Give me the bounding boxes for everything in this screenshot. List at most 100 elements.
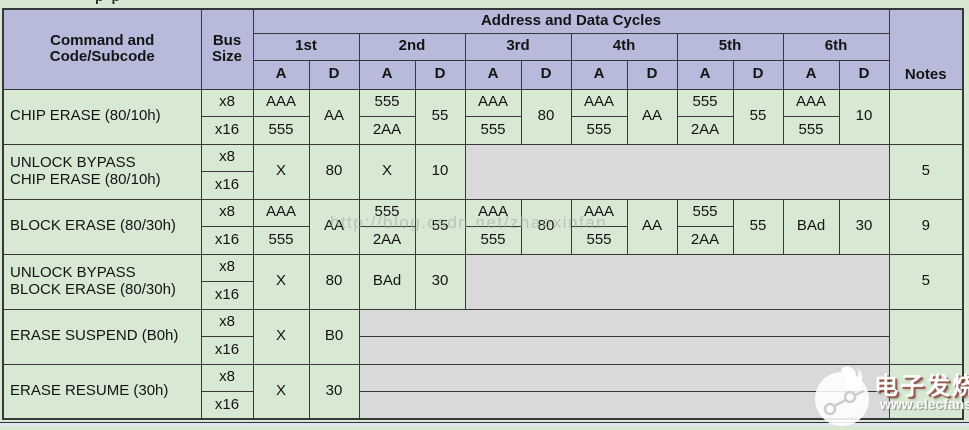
addr-cell: AAA: [252, 88, 310, 117]
command-unlock-bypass-chip-erase: UNLOCK BYPASS CHIP ERASE (80/10h): [2, 143, 202, 200]
addr-cell: X: [252, 143, 310, 200]
addr-cell: 555: [676, 198, 734, 227]
command-chip-erase: CHIP ERASE (80/10h): [2, 88, 202, 145]
unused-cells: [358, 335, 890, 365]
addr-cell: AAA: [464, 88, 522, 117]
addr-cell: 555: [570, 225, 628, 255]
notes-cell: [888, 363, 964, 420]
header-a: A: [570, 59, 628, 90]
bus-x8: x8: [200, 143, 254, 172]
addr-cell: X: [252, 363, 310, 420]
addr-cell: AAA: [782, 88, 840, 117]
bus-x16: x16: [200, 115, 254, 145]
data-cell: 55: [732, 198, 784, 255]
addr-cell: 555: [464, 225, 522, 255]
addr-cell: 555: [358, 88, 416, 117]
addr-cell: 555: [570, 115, 628, 145]
command-erase-suspend: ERASE SUSPEND (B0h): [2, 308, 202, 365]
header-a: A: [358, 59, 416, 90]
addr-cell: 555: [464, 115, 522, 145]
header-d: D: [626, 59, 678, 90]
data-cell: 30: [414, 253, 466, 310]
header-command-line2: Code/Subcode: [49, 48, 155, 66]
header-cycle-4th: 4th: [570, 32, 678, 61]
bus-x8: x8: [200, 88, 254, 117]
command-line1: UNLOCK BYPASS: [10, 154, 136, 171]
data-cell: 80: [520, 88, 572, 145]
data-cell: AA: [308, 88, 360, 145]
header-a: A: [676, 59, 734, 90]
header-a: A: [252, 59, 310, 90]
addr-cell: AAA: [570, 198, 628, 227]
unused-cells: [358, 390, 890, 420]
addr-cell: AAA: [252, 198, 310, 227]
notes-cell: 9: [888, 198, 964, 255]
data-cell: 10: [414, 143, 466, 200]
command-block-erase: BLOCK ERASE (80/30h): [2, 198, 202, 255]
header-notes: Notes: [888, 8, 964, 90]
bus-x8: x8: [200, 308, 254, 337]
data-cell: AA: [308, 198, 360, 255]
command-line1: UNLOCK BYPASS: [10, 264, 136, 281]
addr-cell: X: [252, 253, 310, 310]
header-cycles-title: Address and Data Cycles: [252, 8, 890, 34]
data-cell: AA: [626, 88, 678, 145]
header-cycle-6th: 6th: [782, 32, 890, 61]
addr-cell: 555: [252, 115, 310, 145]
addr-cell: X: [252, 308, 310, 365]
data-cell: 55: [732, 88, 784, 145]
notes-cell: 5: [888, 143, 964, 200]
addr-cell: 2AA: [358, 225, 416, 255]
header-a: A: [782, 59, 840, 90]
addr-cell: 555: [358, 198, 416, 227]
header-cycle-2nd: 2nd: [358, 32, 466, 61]
addr-cell: 555: [676, 88, 734, 117]
data-cell: 55: [414, 88, 466, 145]
header-command-line1: Command and: [50, 31, 155, 49]
header-bus-size: Bus Size: [200, 8, 254, 90]
data-cell: 30: [308, 363, 360, 420]
unused-cells: [358, 363, 890, 392]
data-cell: 80: [308, 253, 360, 310]
addr-cell: 555: [252, 225, 310, 255]
addr-cell: AAA: [464, 198, 522, 227]
data-cell: 80: [520, 198, 572, 255]
addr-cell: BAd: [358, 253, 416, 310]
erase-commands-table: Command and Code/Subcode Bus Size Addres…: [2, 8, 964, 420]
data-cell: 10: [838, 88, 890, 145]
bus-x16: x16: [200, 390, 254, 420]
header-cycle-1st: 1st: [252, 32, 360, 61]
addr-cell: AAA: [570, 88, 628, 117]
header-d: D: [732, 59, 784, 90]
data-cell: 80: [308, 143, 360, 200]
header-bus-line2: Size: [211, 48, 242, 66]
notes-cell: [888, 308, 964, 365]
bus-x8: x8: [200, 198, 254, 227]
command-line2: BLOCK ERASE (80/30h): [10, 280, 176, 298]
addr-cell: BAd: [782, 198, 840, 255]
command-unlock-bypass-block-erase: UNLOCK BYPASS BLOCK ERASE (80/30h): [2, 253, 202, 310]
bus-x16: x16: [200, 225, 254, 255]
header-d: D: [520, 59, 572, 90]
addr-cell: X: [358, 143, 416, 200]
unused-cells: [464, 143, 890, 200]
addr-cell: 2AA: [676, 115, 734, 145]
data-cell: 55: [414, 198, 466, 255]
bus-x16: x16: [200, 335, 254, 365]
header-cycle-3rd: 3rd: [464, 32, 572, 61]
bus-x8: x8: [200, 363, 254, 392]
bus-x8: x8: [200, 253, 254, 282]
clipped-top-text: pp: [95, 0, 155, 7]
data-cell: B0: [308, 308, 360, 365]
unused-cells: [358, 308, 890, 337]
header-d: D: [414, 59, 466, 90]
addr-cell: 2AA: [358, 115, 416, 145]
addr-cell: 2AA: [676, 225, 734, 255]
header-d: D: [308, 59, 360, 90]
notes-cell: [888, 88, 964, 145]
bottom-edge-strip: [0, 422, 969, 426]
data-cell: 30: [838, 198, 890, 255]
addr-cell: 555: [782, 115, 840, 145]
command-line2: CHIP ERASE (80/10h): [10, 170, 161, 188]
header-bus-line1: Bus: [212, 31, 242, 49]
